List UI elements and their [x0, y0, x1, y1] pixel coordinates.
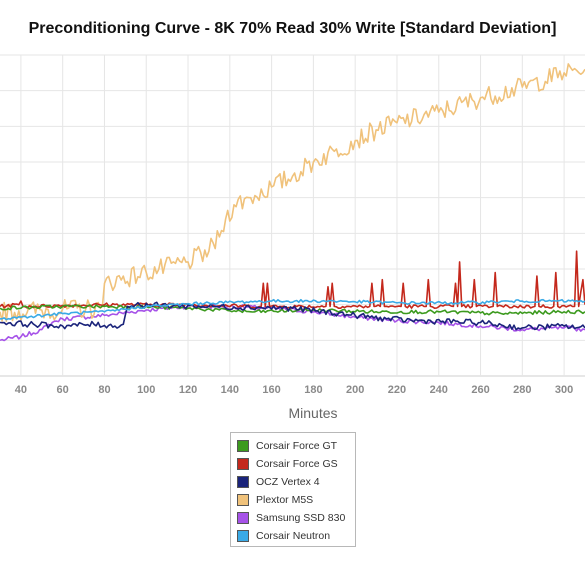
series-lines — [0, 63, 585, 342]
legend-swatch — [237, 476, 249, 488]
x-tick-label: 180 — [304, 384, 322, 396]
x-tick-label: 280 — [513, 384, 531, 396]
series-line-corsair-force-gt — [0, 304, 585, 316]
x-tick-label: 160 — [262, 384, 280, 396]
legend-item[interactable]: Corsair Force GT — [237, 437, 355, 455]
legend-item[interactable]: Corsair Force GS — [237, 455, 355, 473]
legend-item[interactable]: OCZ Vertex 4 — [237, 473, 355, 491]
legend-item[interactable]: Samsung SSD 830 — [237, 509, 355, 527]
x-tick-label: 300 — [555, 384, 573, 396]
series-line-samsung-ssd-830 — [0, 304, 585, 342]
series-line-ocz-vertex-4 — [0, 301, 585, 331]
legend-label: Corsair Neutron — [256, 530, 331, 542]
series-line-corsair-neutron — [0, 298, 585, 321]
legend-label: OCZ Vertex 4 — [256, 476, 320, 488]
chart-title: Preconditioning Curve - 8K 70% Read 30% … — [28, 20, 557, 37]
legend-label: Plextor M5S — [256, 494, 314, 506]
series-line-plextor-m5s — [0, 63, 585, 323]
x-tick-label: 80 — [98, 384, 110, 396]
x-tick-label: 260 — [471, 384, 489, 396]
x-tick-label: 100 — [137, 384, 155, 396]
x-axis-title: Minutes — [288, 405, 337, 421]
x-tick-label: 120 — [179, 384, 197, 396]
legend-swatch — [237, 512, 249, 524]
legend: Corsair Force GT Corsair Force GS OCZ Vert… — [230, 432, 356, 547]
legend-swatch — [237, 494, 249, 506]
legend-label: Samsung SSD 830 — [256, 512, 346, 524]
legend-swatch — [237, 458, 249, 470]
legend-item[interactable]: Plextor M5S — [237, 491, 355, 509]
legend-item[interactable]: Corsair Neutron — [237, 527, 355, 545]
x-tick-label: 200 — [346, 384, 364, 396]
x-tick-labels: 40 60 80 100 120 140 160 180 200 220 240 260 280 300 — [15, 384, 574, 396]
x-tick-label: 40 — [15, 384, 27, 396]
x-tick-label: 60 — [57, 384, 69, 396]
legend-label: Corsair Force GT — [256, 440, 338, 452]
legend-swatch — [237, 530, 249, 542]
legend-label: Corsair Force GS — [256, 458, 338, 470]
x-tick-label: 240 — [430, 384, 448, 396]
legend-swatch — [237, 440, 249, 452]
x-tick-label: 140 — [221, 384, 239, 396]
x-tick-label: 220 — [388, 384, 406, 396]
